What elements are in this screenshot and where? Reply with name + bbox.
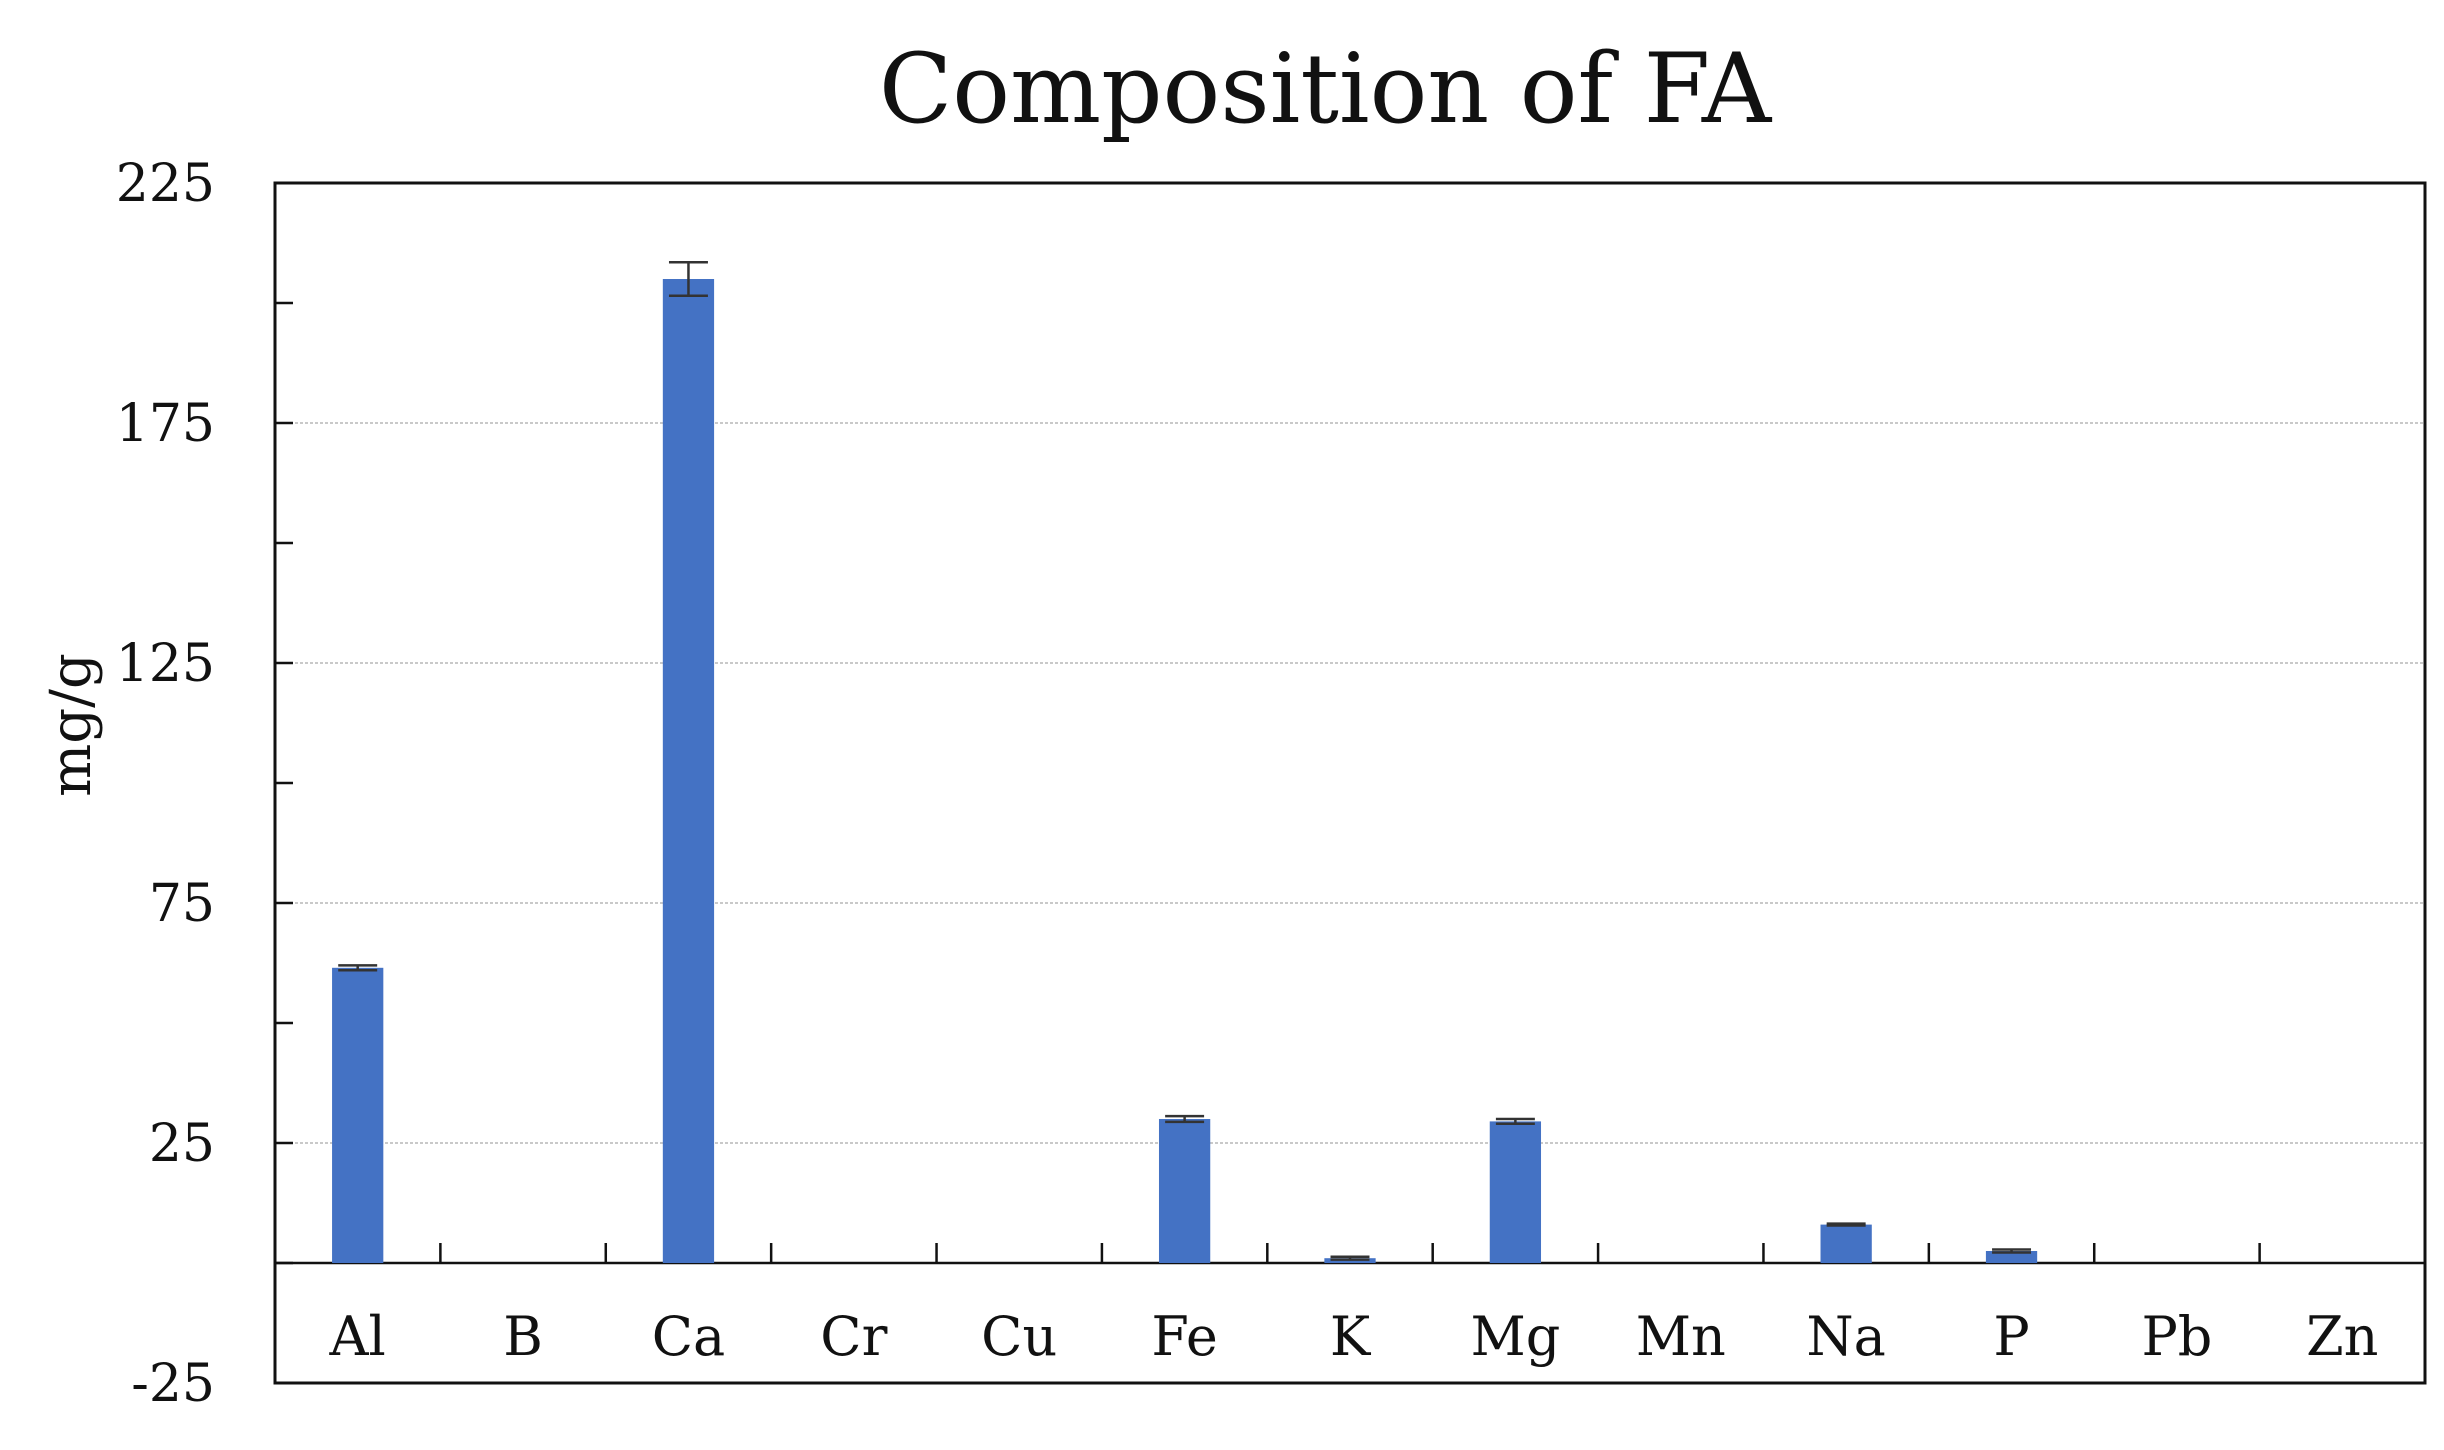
x-tick-label: P (1993, 1305, 2029, 1368)
x-tick-label: Mn (1636, 1305, 1726, 1368)
bar-fe (1158, 1119, 1211, 1263)
x-tick-label: Pb (2141, 1305, 2212, 1368)
x-tick-label: Cu (981, 1305, 1057, 1368)
x-tick-label: Fe (1151, 1305, 1217, 1368)
y-tick-label: -25 (131, 1354, 215, 1414)
bar-p (1985, 1251, 2038, 1263)
x-tick-label: B (503, 1305, 543, 1368)
x-tick-label: Mg (1470, 1305, 1560, 1368)
x-tick-label: Ca (652, 1305, 726, 1368)
y-tick-label: 75 (149, 874, 215, 934)
y-tick-label: 125 (116, 634, 215, 694)
plot-area: -25 25 75 125 175 225 Al B Ca Cr Cu Fe K Mg Mn Na P Pb Zn (116, 154, 2427, 1414)
x-tick-label: Al (329, 1305, 386, 1368)
x-tick-label: Cr (820, 1305, 887, 1368)
y-tick-label: 175 (116, 394, 215, 454)
plot-frame (273, 181, 2427, 1385)
x-tick-label: K (1330, 1305, 1372, 1368)
x-tick-label: Na (1806, 1305, 1885, 1368)
bar-al (332, 967, 384, 1263)
y-tick-label: 25 (149, 1114, 215, 1174)
x-tick-label: Zn (2306, 1305, 2378, 1368)
y-axis-title: mg/g (39, 653, 104, 797)
bar-mg (1489, 1121, 1542, 1263)
chart-title: Composition of FA (879, 33, 1773, 145)
y-tick-label: 225 (116, 154, 215, 214)
bar-ca (662, 279, 715, 1263)
bar-na (1820, 1224, 1872, 1263)
